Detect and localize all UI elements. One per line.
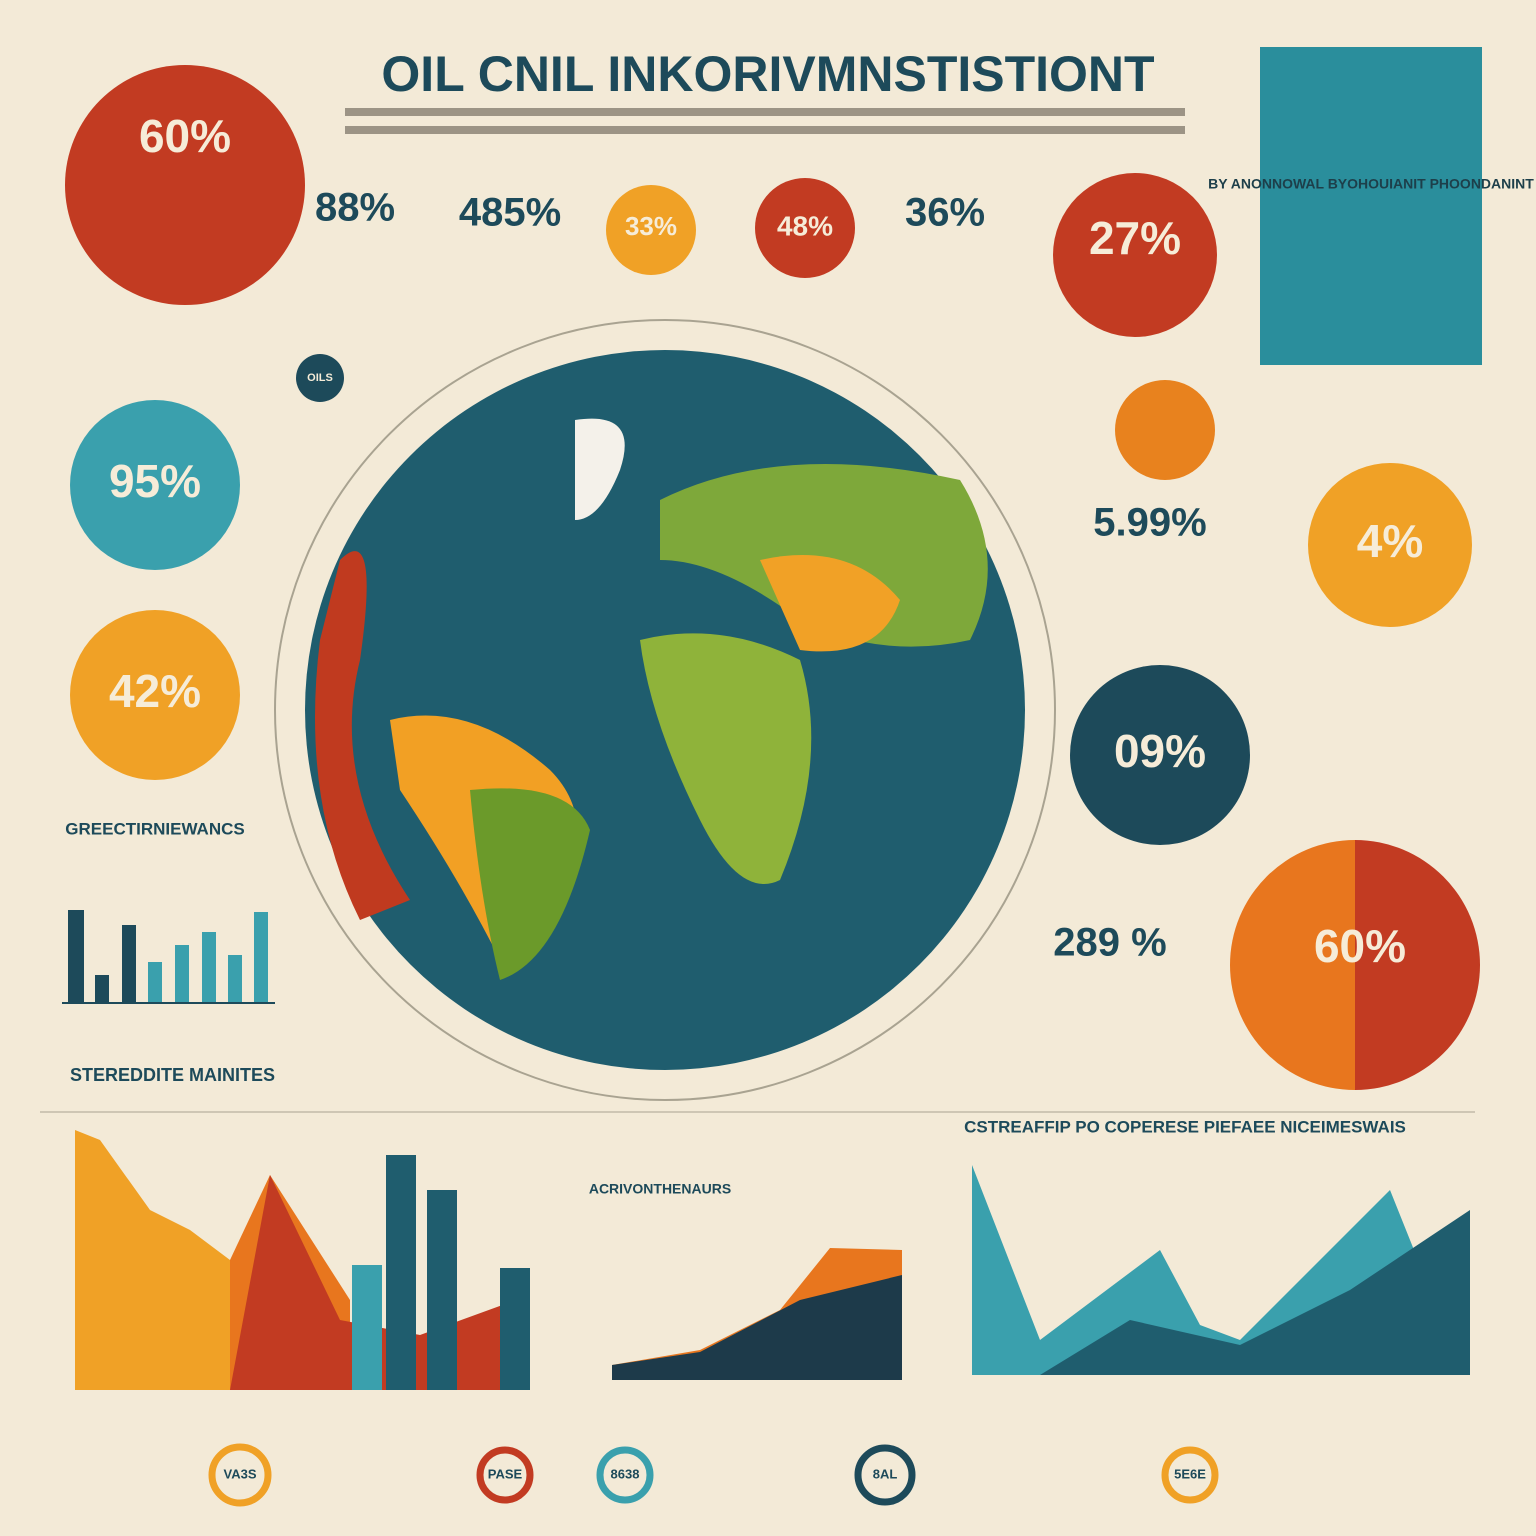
stat: 36% <box>905 191 985 235</box>
land <box>315 551 410 920</box>
ring-label: VA3S <box>224 1466 257 1481</box>
ring-label: 8638 <box>611 1466 640 1481</box>
stat-circle <box>1308 463 1472 627</box>
land <box>640 633 812 884</box>
area-chart <box>75 1130 1470 1390</box>
stat-circle <box>65 65 305 305</box>
rings <box>208 1443 1219 1507</box>
land <box>575 418 625 520</box>
stat: 88% <box>315 186 395 230</box>
stat: 5.99% <box>1093 501 1206 545</box>
orbit <box>274 319 1056 1101</box>
section-title: STEREDDITE MAINITES <box>70 1065 275 1085</box>
section-title: GREECTIRNIEWANCS <box>65 819 244 838</box>
ring-label: PASE <box>488 1466 523 1481</box>
stat: 95% <box>109 455 201 507</box>
stat: 60% <box>139 110 231 162</box>
stat: 42% <box>109 665 201 717</box>
stat: 48% <box>777 210 833 241</box>
stat-circle <box>1053 173 1217 337</box>
panel-title: BY ANONNOWAL BYOHOUIANIT PHOONDANINT <box>1208 176 1534 192</box>
stat: 33% <box>625 211 677 241</box>
land <box>760 555 900 652</box>
ring-label: 5E6E <box>1174 1466 1206 1481</box>
mini-bars <box>62 910 275 1004</box>
land <box>660 464 988 647</box>
stat-circle <box>70 400 240 570</box>
section-title: ACRIVONTHENAURS <box>589 1181 731 1197</box>
section-title: CSTREAFFIP PO COPERESE PIEFAEE NICEIMESW… <box>964 1117 1406 1136</box>
stat-circle <box>296 354 344 402</box>
subtitle-lines <box>345 108 1185 134</box>
stat-circle <box>1115 380 1215 480</box>
stat: 27% <box>1089 212 1181 264</box>
title: OIL CNIL INKORIVMNSTISTIONT <box>381 46 1154 102</box>
info-panel <box>1260 47 1482 365</box>
stat-circle <box>606 185 696 275</box>
stat: 4% <box>1357 515 1423 567</box>
ring-label: 8AL <box>873 1466 898 1481</box>
stat: OILS <box>307 372 333 384</box>
stat: 289 % <box>1053 921 1166 965</box>
stat: 09% <box>1114 725 1206 777</box>
land <box>470 788 590 980</box>
stat: 60% <box>1314 920 1406 972</box>
pie-half <box>1230 840 1355 1090</box>
stat-circle <box>1070 665 1250 845</box>
stat: 485% <box>459 191 561 235</box>
pie-half <box>1355 840 1480 1090</box>
stat-circle <box>755 178 855 278</box>
stat-circle <box>70 610 240 780</box>
